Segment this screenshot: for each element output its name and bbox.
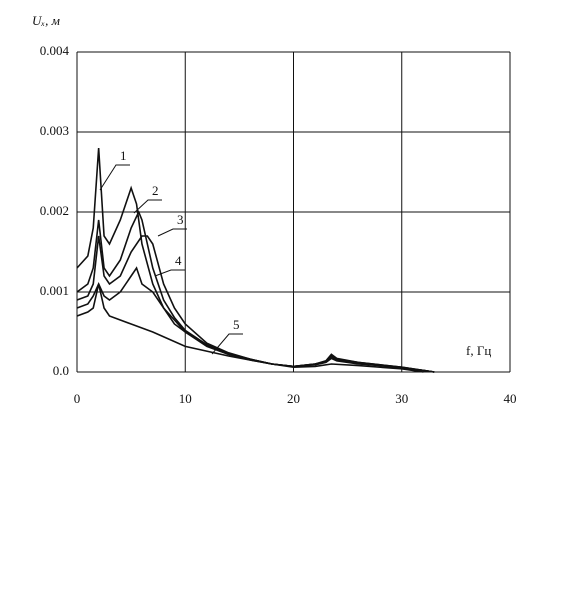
series-label: 4 xyxy=(175,253,182,268)
leader-line xyxy=(133,199,162,214)
x-tick-label: 40 xyxy=(504,391,517,406)
series-label: 2 xyxy=(152,183,159,198)
x-tick-label: 0 xyxy=(74,391,81,406)
curve xyxy=(76,266,435,373)
leader-line xyxy=(154,269,185,277)
y-axis-label: Uₓ, м xyxy=(32,13,60,28)
leader-line xyxy=(157,228,187,237)
x-tick-label: 20 xyxy=(287,391,300,406)
series-label: 1 xyxy=(120,148,127,163)
curve xyxy=(76,283,424,373)
leader-line xyxy=(99,164,130,191)
x-axis-label: f, Гц xyxy=(466,343,491,358)
y-tick-label: 0.003 xyxy=(40,123,69,138)
x-tick-label: 10 xyxy=(179,391,192,406)
y-tick-label: 0.001 xyxy=(40,283,69,298)
y-tick-label: 0.002 xyxy=(40,203,69,218)
y-tick-label: 0.0 xyxy=(53,363,69,378)
x-tick-label: 30 xyxy=(395,391,408,406)
leader-line xyxy=(211,333,243,355)
y-tick-label: 0.004 xyxy=(40,43,70,58)
series-label: 5 xyxy=(233,317,240,332)
series-label: 3 xyxy=(177,212,184,227)
